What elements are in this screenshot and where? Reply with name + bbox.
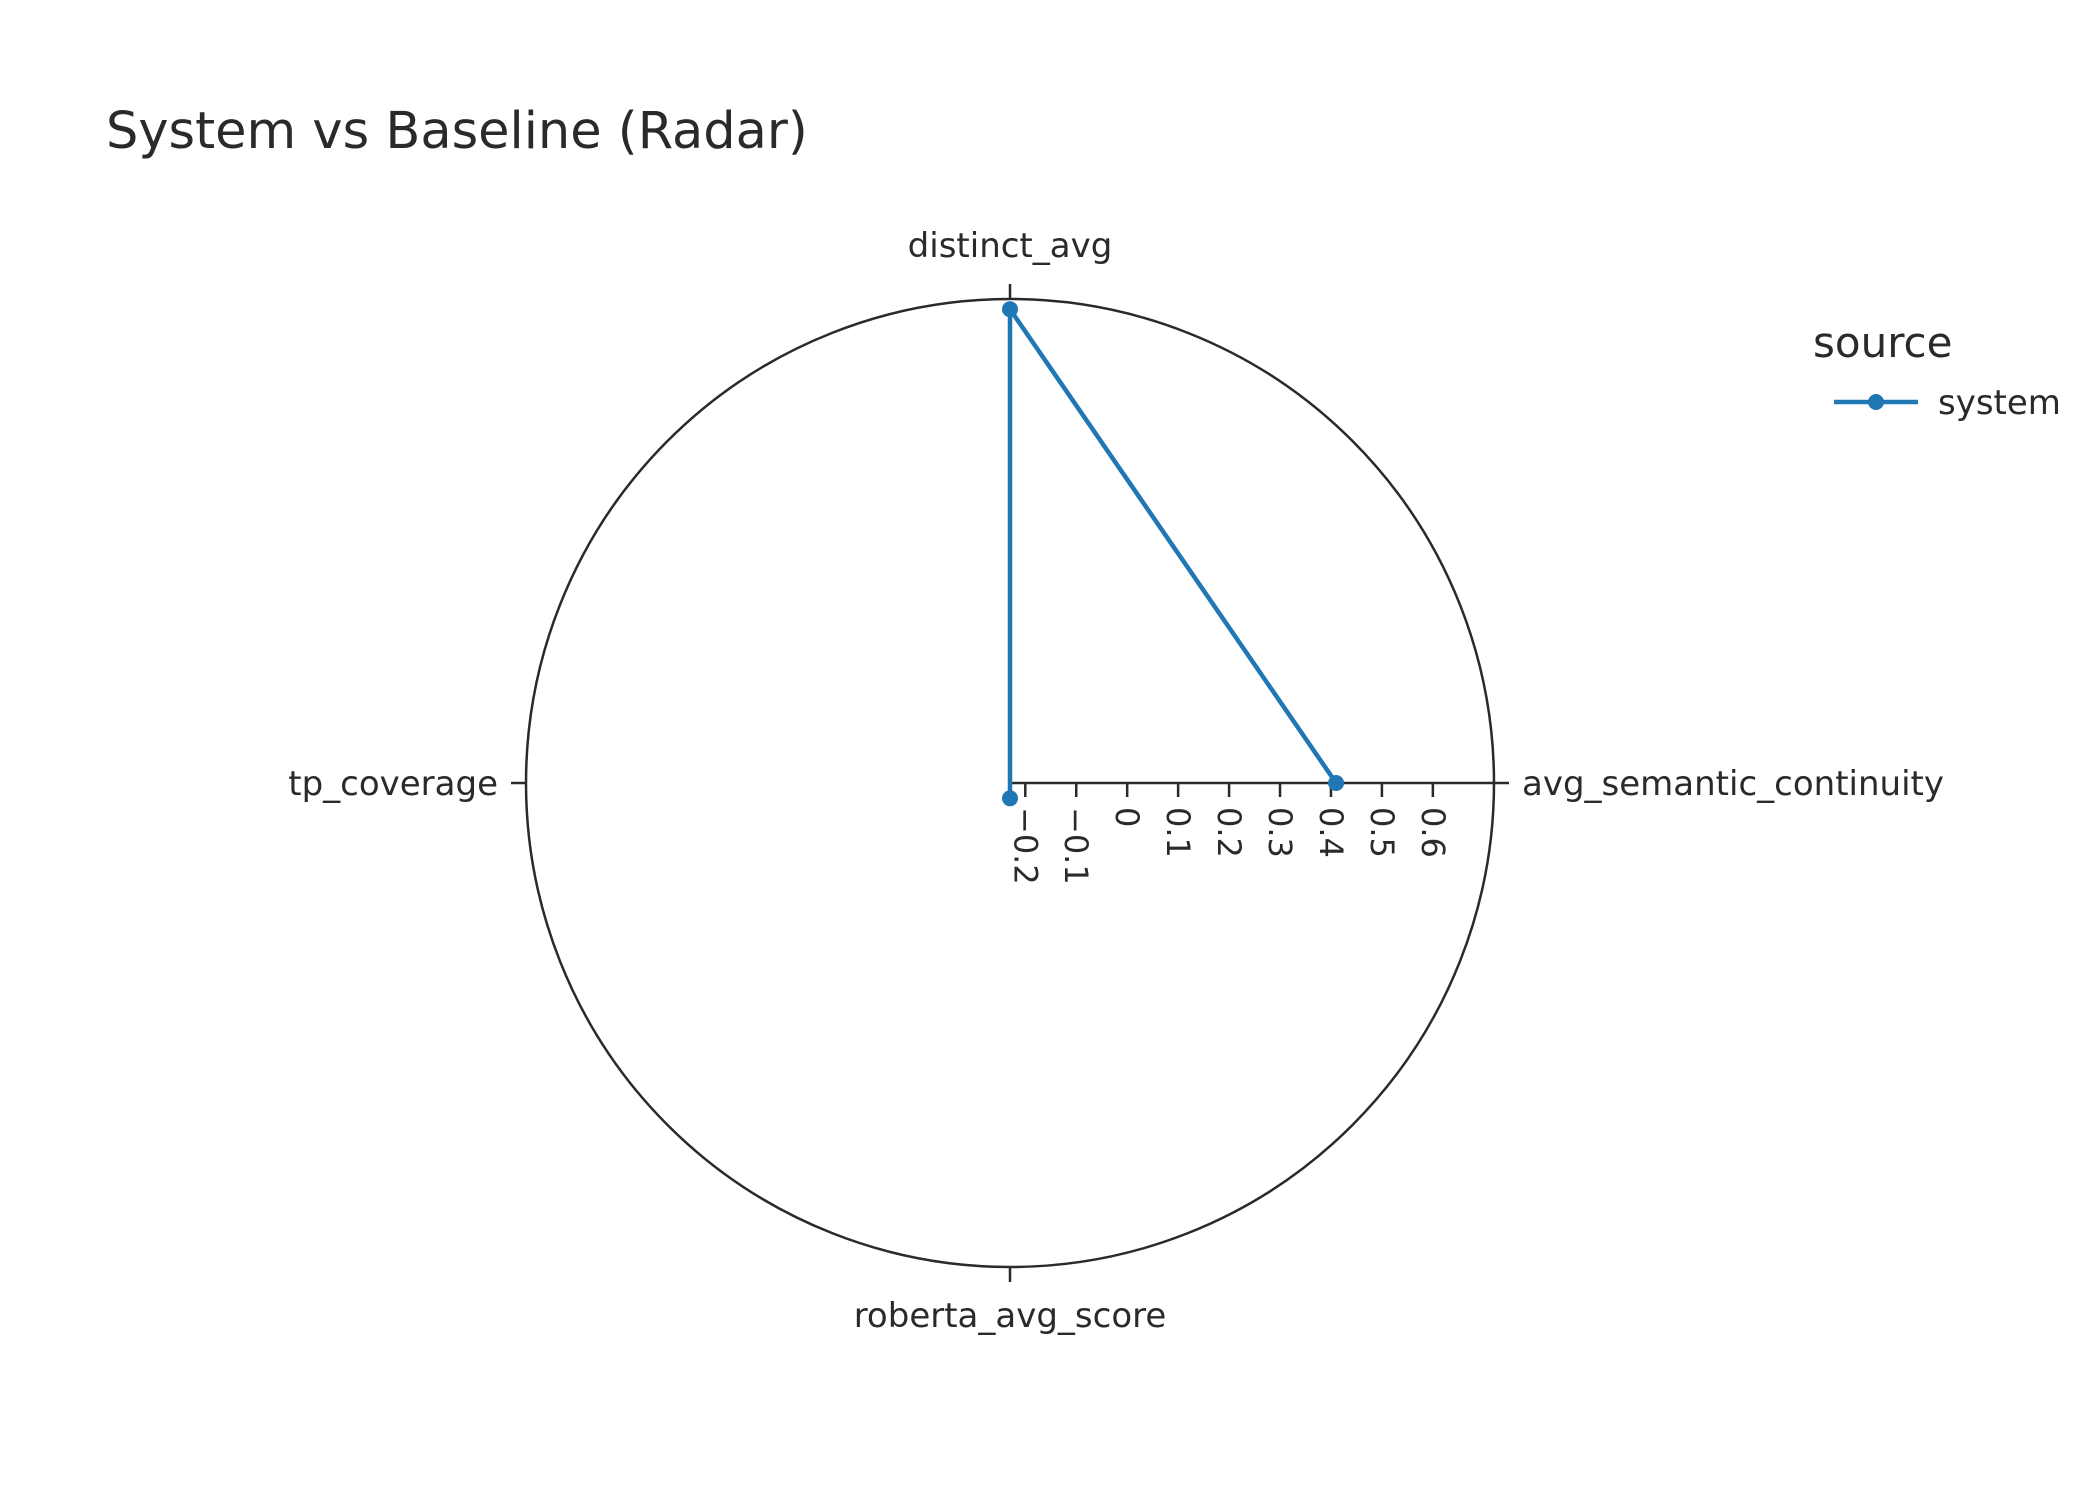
- legend-marker: [1868, 394, 1884, 410]
- data-point-system: [1002, 790, 1018, 807]
- radial-axis: −0.2 −0.1 0 0.1 0.2 0.3 0.4 0.5 0.6: [1006, 781, 1494, 885]
- angular-axis-label: distinct_avg: [908, 226, 1113, 266]
- legend-items: system: [1834, 383, 2061, 423]
- radial-tick-label: 0.4: [1312, 807, 1350, 858]
- angular-axis-label: tp_coverage: [288, 764, 498, 804]
- radial-tick-label: 0: [1108, 807, 1146, 827]
- radial-tick-label: 0.6: [1414, 807, 1452, 858]
- angular-axis-label: avg_semantic_continuity: [1522, 764, 1944, 804]
- legend-title: source: [1813, 318, 1952, 367]
- angular-axis-label: roberta_avg_score: [854, 1296, 1167, 1336]
- chart-title: System vs Baseline (Radar): [106, 102, 808, 161]
- data-point-system: [1328, 775, 1345, 791]
- radial-tick-label: −0.1: [1057, 807, 1095, 885]
- radial-tick-label: −0.2: [1006, 807, 1044, 885]
- radial-tick-label: 0.3: [1261, 807, 1299, 858]
- data-point-system: [1002, 301, 1018, 318]
- series-layer: [1002, 301, 1345, 807]
- series-line-system: [1007, 306, 1338, 799]
- angular-axes: avg_semantic_continuity distinct_avg tp_co…: [288, 226, 1944, 1336]
- radial-tick-label: 0.1: [1159, 807, 1197, 858]
- radial-tick-label: 0.5: [1363, 807, 1401, 858]
- legend: source system: [1813, 318, 2061, 423]
- legend-label: system: [1938, 383, 2061, 423]
- radial-tick-label: 0.2: [1210, 807, 1248, 858]
